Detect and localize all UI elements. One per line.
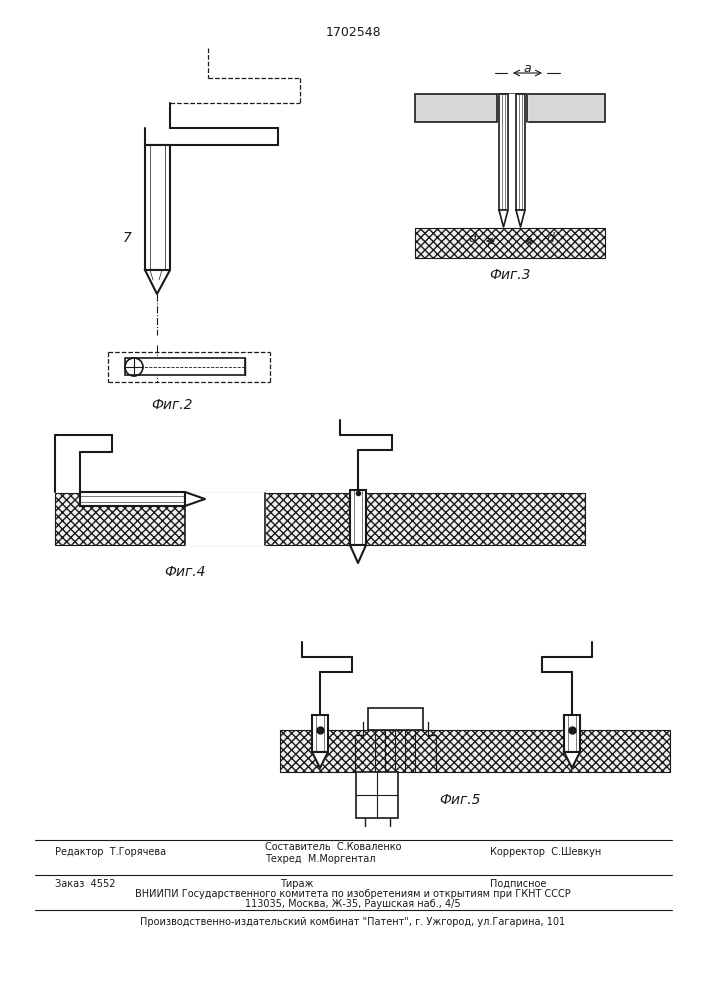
Polygon shape [516,210,525,227]
Text: Редактор  Т.Горячева: Редактор Т.Горячева [55,847,166,857]
Bar [415,228,605,258]
Bar [564,715,580,752]
Bar [55,493,585,545]
Bar [312,715,328,752]
Text: 1702548: 1702548 [325,25,381,38]
Polygon shape [185,493,265,545]
Text: Составитель  С.Коваленко: Составитель С.Коваленко [265,842,402,852]
Text: Заказ  4552: Заказ 4552 [55,879,115,889]
Bar [280,730,670,772]
Text: Фиг.4: Фиг.4 [164,565,206,579]
Polygon shape [499,210,508,227]
Polygon shape [145,270,170,294]
Text: Производственно-издательский комбинат "Патент", г. Ужгород, ул.Гагарина, 101: Производственно-издательский комбинат "П… [141,917,566,927]
Bar [499,94,508,210]
Bar [125,358,245,375]
Text: d: d [468,232,476,244]
Bar [516,94,525,210]
Polygon shape [312,752,328,768]
Text: Фиг.2: Фиг.2 [151,398,193,412]
Text: Фиг.5: Фиг.5 [439,793,481,807]
Bar [356,772,398,818]
Text: d: d [546,232,554,244]
Polygon shape [350,545,366,563]
Bar [80,492,185,506]
Polygon shape [185,492,205,506]
Text: 7: 7 [122,231,132,245]
Text: a: a [523,62,531,75]
Polygon shape [497,94,527,122]
Bar [145,145,170,270]
Text: Корректор  С.Шевкун: Корректор С.Шевкун [490,847,601,857]
Text: ВНИИПИ Государственного комитета по изобретениям и открытиям при ГКНТ СССР: ВНИИПИ Государственного комитета по изоб… [135,889,571,899]
Text: 113035, Москва, Ж-35, Раушская наб., 4/5: 113035, Москва, Ж-35, Раушская наб., 4/5 [245,899,461,909]
Bar [350,490,366,545]
Text: Тираж: Тираж [280,879,313,889]
Bar [415,94,605,122]
Text: Подписное: Подписное [490,879,547,889]
Text: Техред  М.Моргентал: Техред М.Моргентал [265,854,375,864]
Polygon shape [564,752,580,768]
Text: Фиг.3: Фиг.3 [489,268,531,282]
Bar [368,708,423,730]
